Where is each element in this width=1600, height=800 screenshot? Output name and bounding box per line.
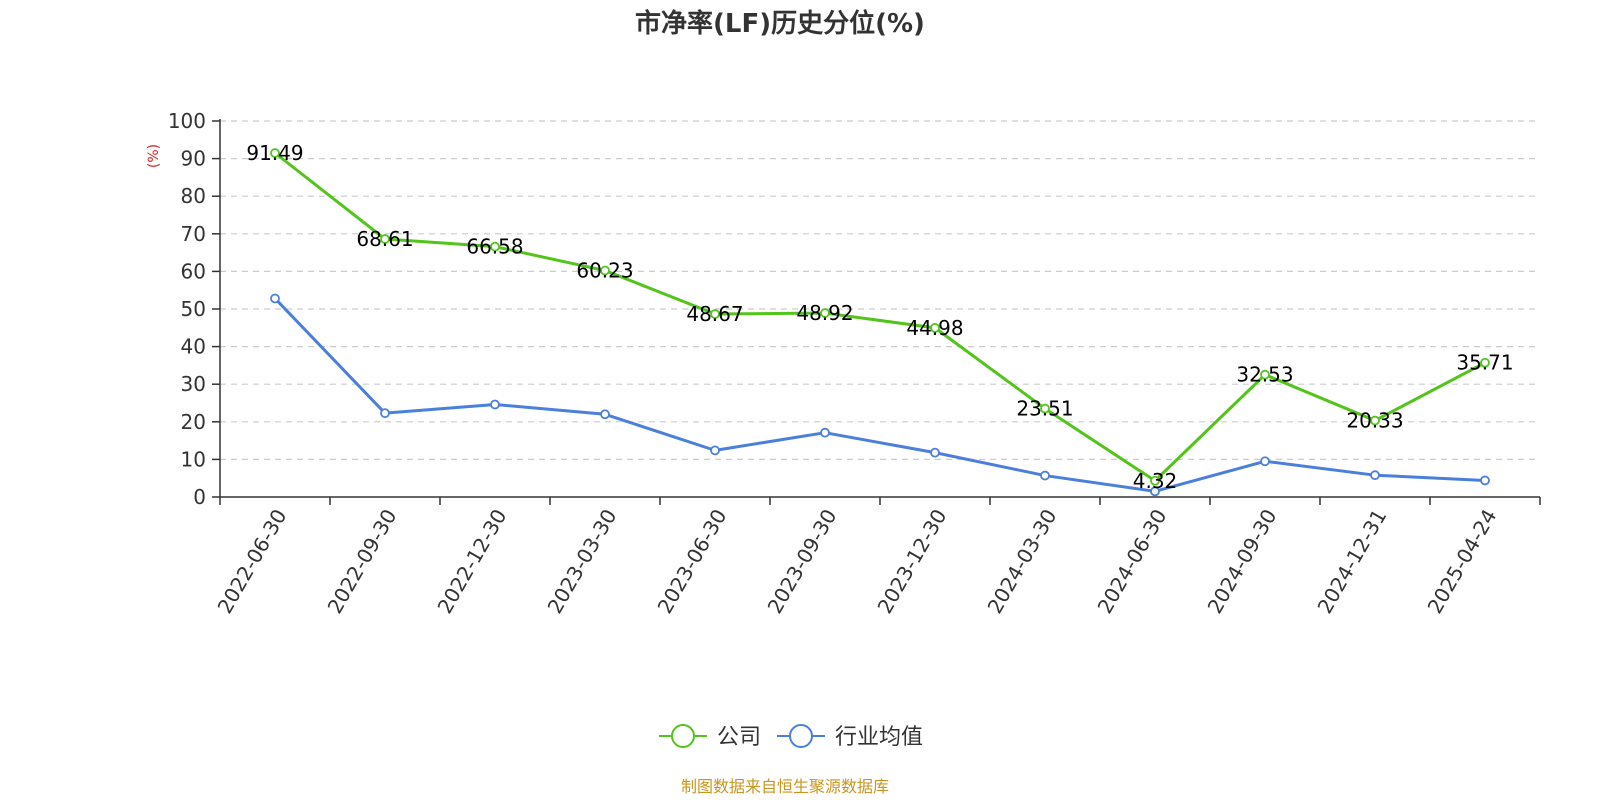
series-line-1 bbox=[274, 151, 1486, 483]
y-tick-label: 10 bbox=[181, 447, 206, 471]
x-tick-label: 2022-12-30 bbox=[432, 505, 511, 618]
data-point[interactable] bbox=[600, 409, 610, 420]
legend-label: 行业均值 bbox=[835, 725, 923, 750]
data-point[interactable] bbox=[270, 293, 280, 304]
legend[interactable]: 公司 行业均值 bbox=[659, 724, 923, 750]
data-label: 48.92 bbox=[796, 301, 853, 325]
x-tick-label: 2023-06-30 bbox=[652, 505, 731, 618]
data-point[interactable] bbox=[270, 148, 280, 158]
y-tick-label: 80 bbox=[181, 184, 206, 208]
data-point[interactable] bbox=[1150, 475, 1160, 486]
data-point[interactable] bbox=[1150, 486, 1160, 497]
y-tick-label: 30 bbox=[181, 372, 206, 396]
data-point[interactable] bbox=[380, 234, 390, 244]
data-point[interactable] bbox=[1040, 470, 1050, 481]
data-label: 35.71 bbox=[1456, 351, 1513, 375]
x-tick-label: 2022-06-30 bbox=[212, 505, 291, 618]
grid-lines bbox=[220, 120, 1540, 460]
y-tick-label: 70 bbox=[181, 222, 206, 246]
x-tick-label: 2025-04-24 bbox=[1422, 505, 1501, 618]
legend-item-2[interactable]: 行业均值 bbox=[777, 724, 923, 750]
data-point[interactable] bbox=[710, 445, 720, 456]
data-label: 44.98 bbox=[906, 316, 963, 340]
data-point[interactable] bbox=[380, 408, 390, 419]
y-tick-label: 90 bbox=[181, 147, 206, 171]
y-axis-unit-label: (%) bbox=[146, 144, 162, 168]
x-tick-label: 2023-09-30 bbox=[762, 505, 841, 618]
data-point[interactable] bbox=[1260, 369, 1270, 380]
series-lines bbox=[270, 148, 1490, 497]
y-tick-label: 50 bbox=[181, 297, 206, 321]
data-point[interactable] bbox=[1370, 415, 1380, 426]
data-point[interactable] bbox=[600, 265, 610, 276]
data-label: 68.61 bbox=[356, 227, 413, 251]
data-point[interactable] bbox=[1480, 475, 1490, 486]
x-tick-label: 2022-09-30 bbox=[322, 505, 401, 618]
y-tick-label: 0 bbox=[193, 485, 206, 509]
data-label: 60.23 bbox=[576, 259, 633, 283]
y-tick-label: 40 bbox=[181, 335, 206, 359]
data-label: 48.67 bbox=[686, 302, 743, 326]
x-tick-label: 2023-12-30 bbox=[872, 505, 951, 618]
data-point[interactable] bbox=[820, 308, 830, 318]
chart-title: 市净率(LF)历史分位(%) bbox=[635, 8, 925, 39]
data-label: 66.58 bbox=[466, 235, 523, 259]
data-point[interactable] bbox=[1040, 403, 1050, 414]
data-point[interactable] bbox=[930, 447, 940, 458]
data-point[interactable] bbox=[710, 309, 720, 319]
data-label: 20.33 bbox=[1346, 409, 1403, 433]
y-tick-label: 100 bbox=[168, 109, 206, 133]
data-point[interactable] bbox=[1480, 357, 1490, 368]
legend-item-1[interactable]: 公司 bbox=[659, 724, 761, 750]
data-point[interactable] bbox=[930, 322, 940, 333]
axes: 0 10 20 30 40 50 60 70 80 90 100 2022-06-30 2022-09-… bbox=[168, 109, 1541, 618]
x-tick-label: 2024-09-30 bbox=[1202, 505, 1281, 618]
legend-marker-icon bbox=[789, 724, 813, 748]
x-tick-label: 2023-03-30 bbox=[542, 505, 621, 618]
y-tick-label: 20 bbox=[181, 410, 206, 434]
data-point[interactable] bbox=[490, 241, 500, 252]
source-note: 制图数据来自恒生聚源数据库 bbox=[681, 777, 889, 796]
x-tick-label: 2024-03-30 bbox=[982, 505, 1061, 618]
data-point[interactable] bbox=[1370, 470, 1380, 481]
series-line-2 bbox=[273, 297, 1486, 493]
data-label: 4.32 bbox=[1133, 469, 1178, 493]
data-label: 32.53 bbox=[1236, 363, 1293, 387]
legend-marker-icon bbox=[671, 724, 695, 748]
y-tick-label: 60 bbox=[181, 259, 206, 283]
data-point[interactable] bbox=[1260, 456, 1270, 467]
data-labels: 91.49 68.61 66.58 60.23 48.67 48.92 44.98 23.51… bbox=[246, 141, 1513, 493]
data-point[interactable] bbox=[820, 427, 830, 438]
x-tick-label: 2024-06-30 bbox=[1092, 505, 1171, 618]
data-point[interactable] bbox=[490, 399, 500, 410]
legend-label: 公司 bbox=[717, 725, 761, 750]
data-label: 23.51 bbox=[1016, 397, 1073, 421]
x-tick-label: 2024-12-31 bbox=[1312, 505, 1391, 618]
data-label: 91.49 bbox=[246, 141, 303, 165]
